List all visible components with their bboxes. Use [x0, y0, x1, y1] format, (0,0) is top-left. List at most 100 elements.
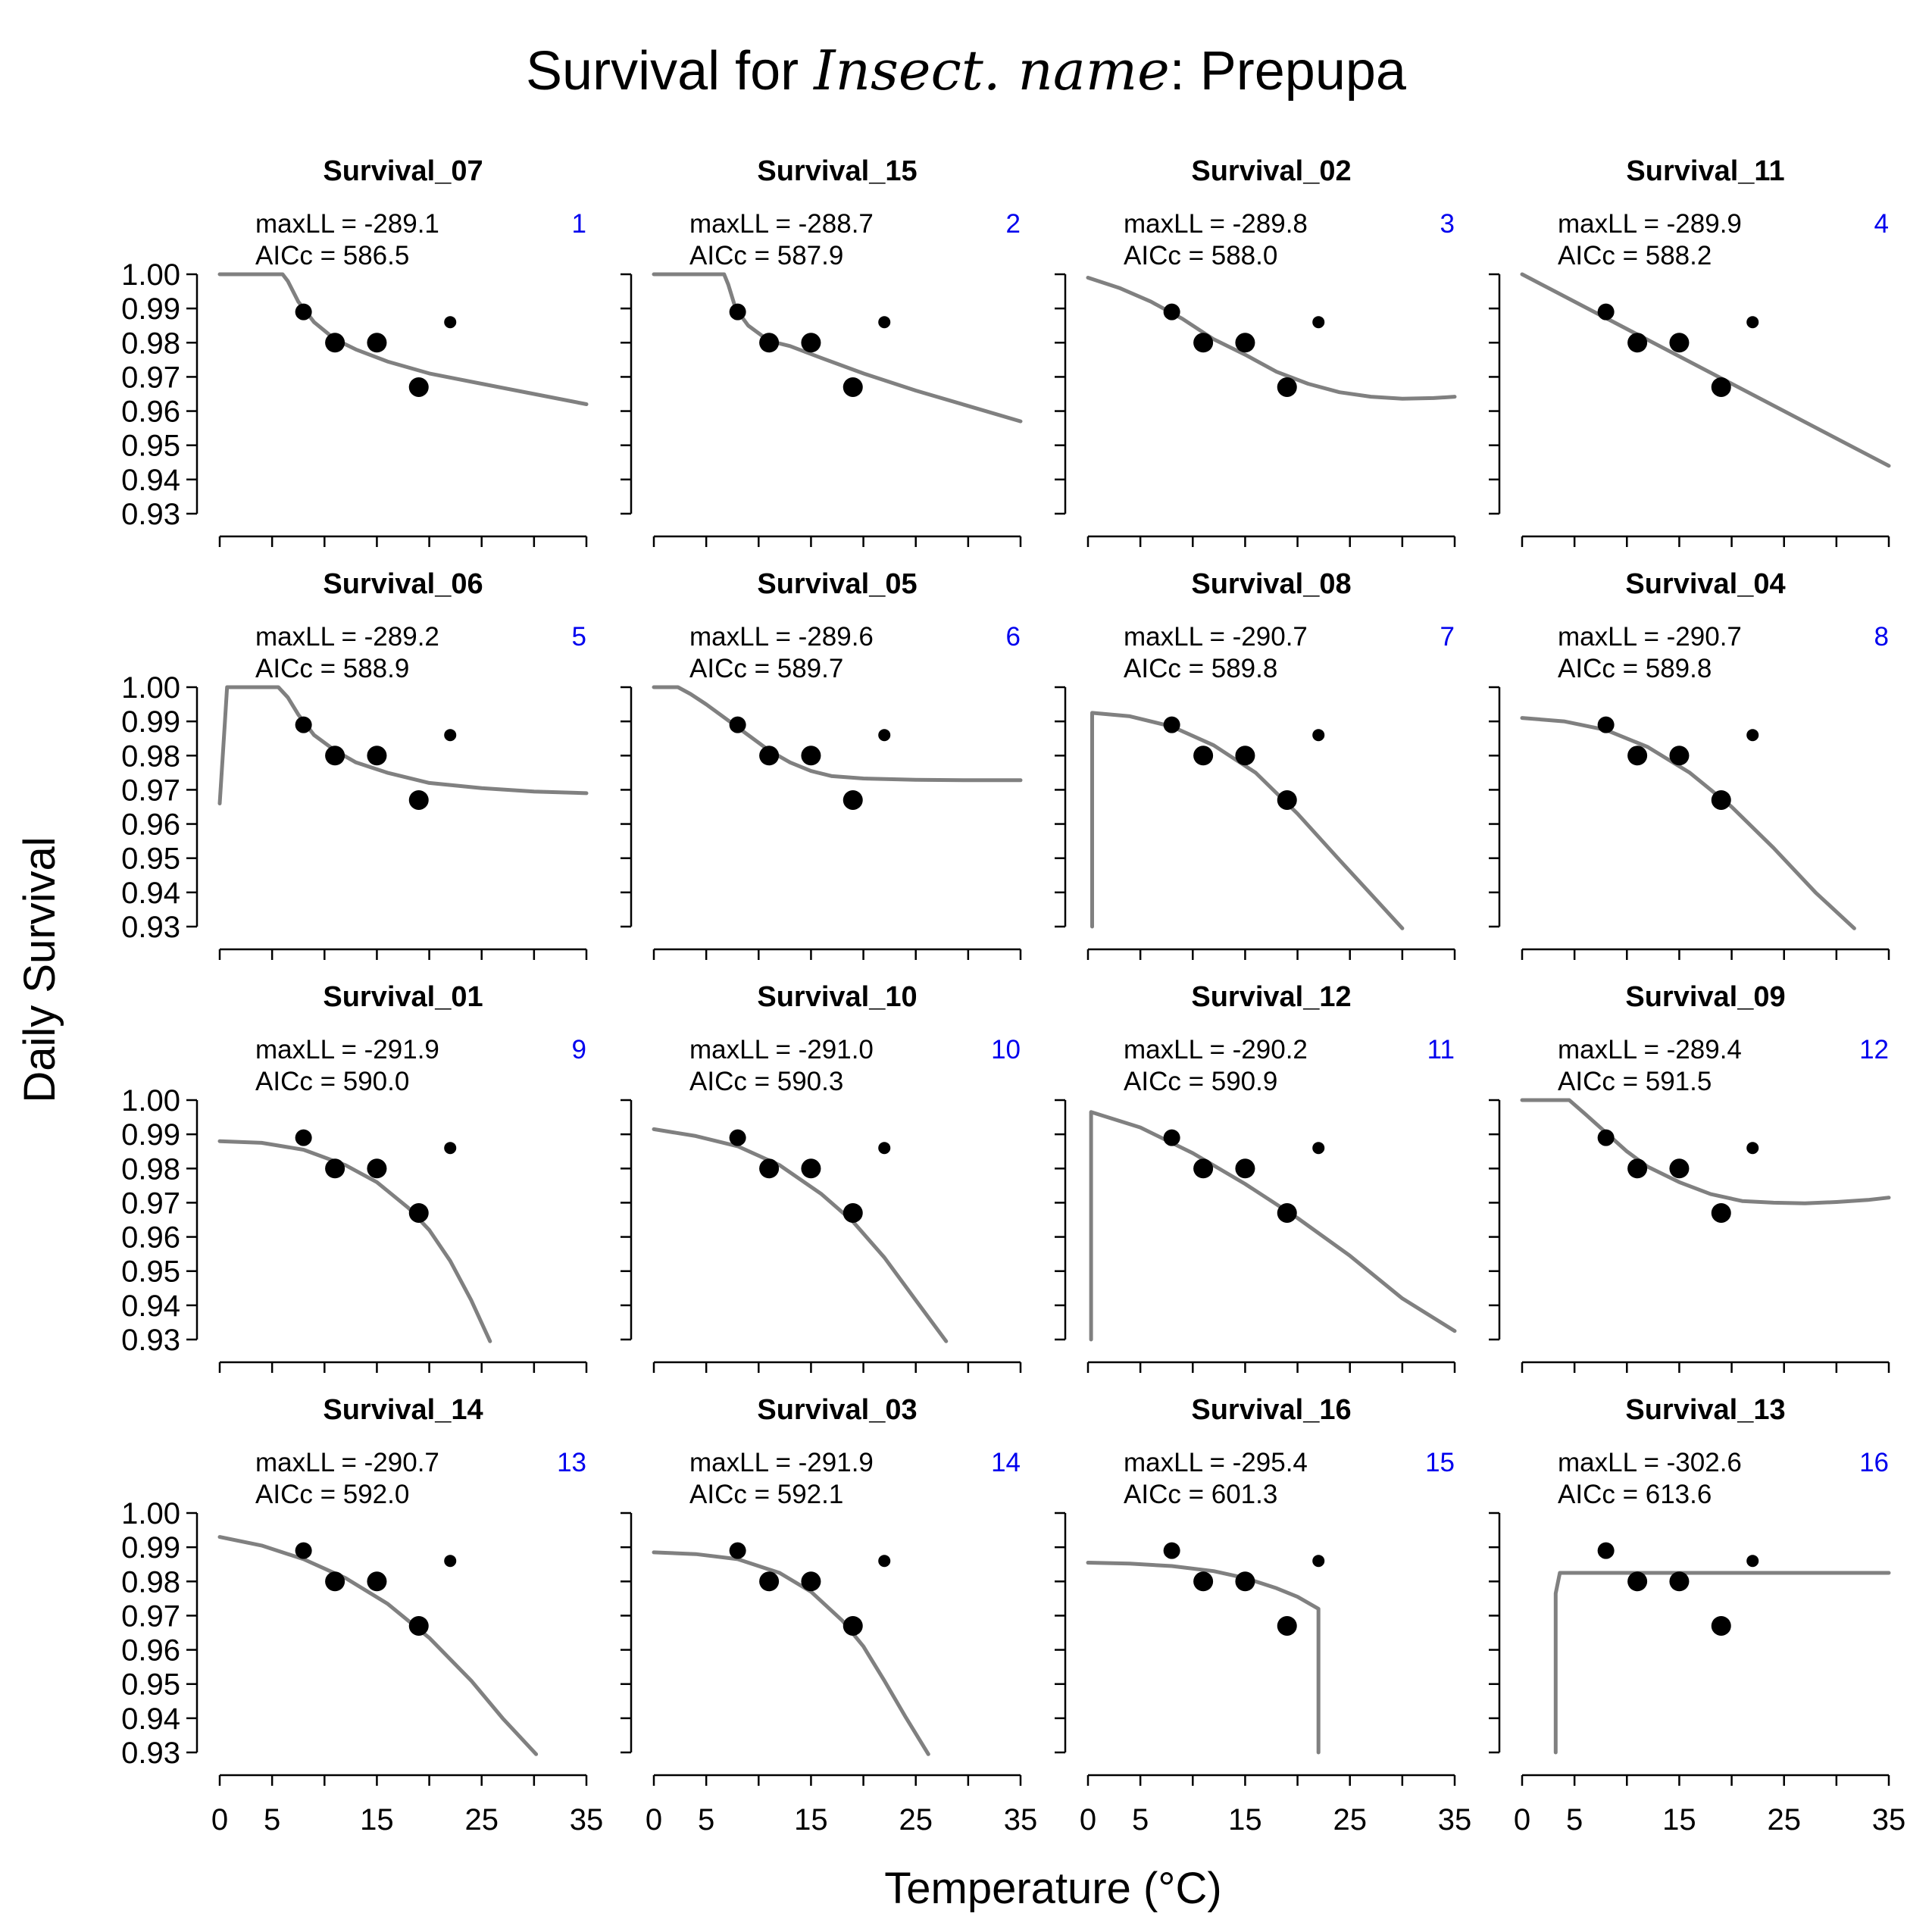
aicc-label: AICc = 588.0: [1124, 241, 1277, 270]
maxll-label: maxLL = -288.7: [689, 209, 874, 239]
x-tick-label: 15: [1662, 1803, 1696, 1837]
panel-title: Survival_15: [757, 155, 917, 187]
y-tick-label: 0.93: [121, 1737, 180, 1770]
x-tick-label: 25: [1333, 1803, 1367, 1837]
y-tick-label: 1.00: [121, 1497, 180, 1530]
observation-point: [1597, 716, 1615, 733]
aicc-label: AICc = 586.5: [255, 241, 409, 270]
panel: Survival_03 maxLL = -291.9 AICc = 592.1 14 0…: [621, 1394, 1037, 1837]
panel-title: Survival_11: [1626, 155, 1784, 187]
observation-point: [295, 1129, 312, 1146]
maxll-label: maxLL = -295.4: [1124, 1448, 1308, 1477]
x-tick-label: 5: [1566, 1803, 1583, 1837]
observation-point: [367, 333, 387, 353]
observation-point: [1193, 746, 1214, 766]
y-tick-label: 0.99: [121, 292, 180, 326]
figure-title: Survival for Insect. name: Prepupa: [526, 39, 1407, 102]
rank-label: 5: [572, 622, 586, 652]
aicc-label: AICc = 590.9: [1124, 1067, 1277, 1096]
observation-point: [843, 377, 863, 397]
y-tick-label: 0.99: [121, 1118, 180, 1152]
x-tick-label: 0: [1514, 1803, 1530, 1837]
x-tick-label: 0: [646, 1803, 662, 1837]
observation-point: [1277, 377, 1297, 397]
observation-point: [1312, 729, 1325, 742]
model-curve: [652, 1127, 949, 1343]
y-tick-label: 1.00: [121, 1084, 180, 1118]
observation-point: [1627, 1571, 1648, 1592]
panel-title: Survival_05: [757, 568, 917, 600]
observation-point: [367, 1571, 387, 1592]
observation-point: [1235, 1158, 1255, 1179]
maxll-label: maxLL = -290.7: [1558, 622, 1742, 652]
aicc-label: AICc = 588.9: [255, 654, 409, 683]
aicc-label: AICc = 591.5: [1558, 1067, 1712, 1096]
panel-title: Survival_01: [323, 981, 483, 1013]
y-tick-label: 0.94: [121, 1290, 180, 1323]
observation-point: [1193, 1571, 1214, 1592]
observation-point: [408, 789, 429, 810]
aicc-label: AICc = 601.3: [1124, 1480, 1277, 1509]
rank-label: 4: [1874, 209, 1889, 239]
rank-label: 8: [1874, 622, 1889, 652]
x-tick-label: 25: [899, 1803, 933, 1837]
maxll-label: maxLL = -289.4: [1558, 1035, 1742, 1064]
model-curve: [1520, 1098, 1891, 1205]
y-tick-label: 0.97: [121, 361, 180, 394]
rank-label: 10: [991, 1035, 1021, 1064]
observation-point: [729, 1129, 746, 1146]
y-tick-label: 0.98: [121, 739, 180, 773]
model-curve: [1086, 276, 1457, 401]
observation-point: [1277, 1615, 1297, 1636]
maxll-label: maxLL = -289.9: [1558, 209, 1742, 239]
observation-point: [1597, 1542, 1615, 1559]
observation-point: [801, 1571, 821, 1592]
observation-point: [1193, 333, 1214, 353]
panel: Survival_12 maxLL = -290.2 AICc = 590.9 11: [1055, 981, 1457, 1373]
observation-point: [1627, 746, 1648, 766]
x-tick-label: 15: [360, 1803, 394, 1837]
observation-point: [1746, 316, 1759, 329]
rank-label: 13: [557, 1448, 586, 1477]
rank-label: 6: [1006, 622, 1021, 652]
y-tick-label: 1.00: [121, 671, 180, 705]
observation-point: [325, 333, 345, 353]
panel-title: Survival_03: [757, 1394, 917, 1426]
x-tick-label: 35: [1004, 1803, 1038, 1837]
observation-point: [759, 333, 780, 353]
panel: Survival_14 maxLL = -290.7 AICc = 592.0 13 1…: [121, 1394, 603, 1837]
aicc-label: AICc = 592.0: [255, 1480, 409, 1509]
panel: Survival_13 maxLL = -302.6 AICc = 613.6 16 0…: [1489, 1394, 1905, 1837]
rank-label: 2: [1006, 209, 1021, 239]
observation-point: [1711, 1202, 1731, 1223]
observation-point: [1597, 1129, 1615, 1146]
observation-point: [1193, 1158, 1214, 1179]
model-curve: [1520, 272, 1891, 468]
rank-label: 7: [1440, 622, 1455, 652]
aicc-label: AICc = 613.6: [1558, 1480, 1712, 1509]
maxll-label: maxLL = -289.1: [255, 209, 439, 239]
observation-point: [729, 1542, 746, 1559]
y-tick-label: 0.96: [121, 395, 180, 429]
observation-point: [1711, 377, 1731, 397]
x-tick-label: 35: [1438, 1803, 1472, 1837]
observation-point: [759, 1158, 780, 1179]
x-tick-label: 35: [570, 1803, 604, 1837]
panel-title: Survival_04: [1625, 568, 1785, 600]
observation-point: [1235, 333, 1255, 353]
y-tick-label: 0.93: [121, 1324, 180, 1357]
model-curve: [652, 272, 1023, 424]
maxll-label: maxLL = -290.7: [1124, 622, 1308, 652]
y-tick-label: 0.98: [121, 1565, 180, 1599]
observation-point: [843, 1615, 863, 1636]
x-tick-label: 5: [264, 1803, 280, 1837]
panel: Survival_01 maxLL = -291.9 AICc = 590.0 9 1.…: [121, 981, 588, 1373]
observation-point: [843, 789, 863, 810]
observation-point: [1277, 789, 1297, 810]
aicc-label: AICc = 590.3: [689, 1067, 843, 1096]
panel-title: Survival_12: [1191, 981, 1351, 1013]
observation-point: [1277, 1202, 1297, 1223]
